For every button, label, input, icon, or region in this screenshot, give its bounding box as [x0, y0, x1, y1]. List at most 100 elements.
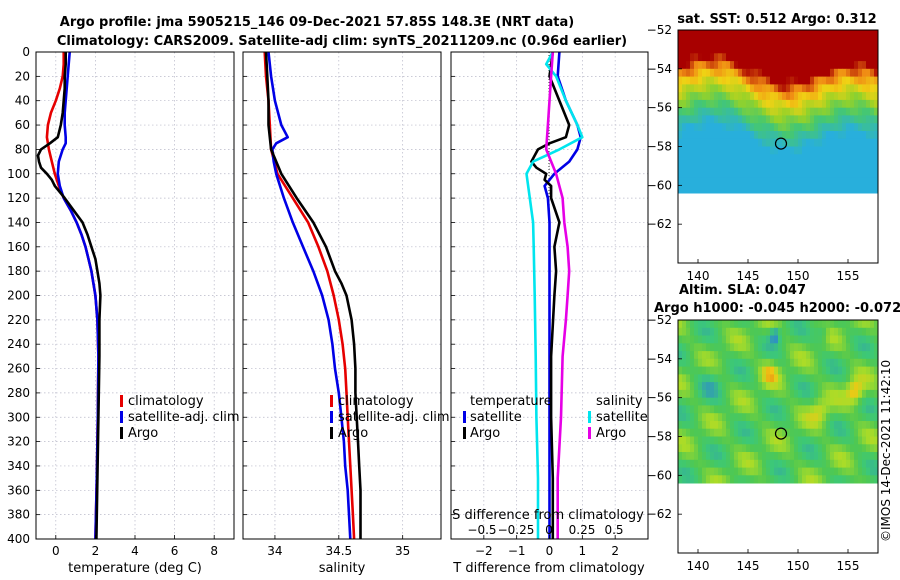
map-cell	[854, 436, 859, 445]
map-cell	[718, 92, 723, 101]
map-cell	[738, 154, 743, 163]
map-cell	[790, 374, 795, 383]
map-cell	[834, 177, 839, 186]
map-cell	[822, 366, 827, 375]
map-cell	[858, 169, 863, 178]
map-cell	[766, 185, 771, 194]
map-cell	[742, 107, 747, 116]
map-cell	[862, 45, 867, 54]
map-cell	[806, 467, 811, 476]
map-cell	[838, 452, 843, 461]
map-cell	[842, 389, 847, 399]
legend-label-temperature-argo: Argo	[470, 426, 500, 441]
map-cell	[790, 61, 795, 70]
map-cell	[734, 397, 739, 406]
map-cell	[790, 68, 795, 77]
map-cell	[826, 405, 831, 414]
map-cell	[758, 467, 763, 476]
map-cell	[682, 61, 687, 70]
map-cell	[834, 61, 839, 70]
map-cell	[782, 327, 787, 336]
map-cell	[762, 53, 767, 62]
sst-map-frame	[677, 29, 879, 264]
map-cell	[874, 320, 879, 329]
map-cell	[806, 185, 811, 194]
map-cell	[750, 115, 755, 124]
map-cell	[854, 138, 859, 147]
imos-timestamp-watermark: ©IMOS 14-Dec-2021 11:42:10	[879, 360, 893, 542]
map-cell	[822, 382, 827, 391]
map-cell	[750, 30, 755, 39]
map-cell	[830, 30, 835, 39]
map-cell	[746, 320, 751, 329]
map-cell	[678, 335, 683, 344]
map-cell	[786, 320, 791, 329]
map-cell	[738, 37, 743, 46]
map-cell	[802, 123, 807, 132]
map-cell	[686, 115, 691, 124]
map-cell	[734, 154, 739, 163]
map-cell	[794, 154, 799, 163]
map-cell	[802, 320, 807, 329]
map-cell	[794, 343, 799, 352]
map-cell	[826, 53, 831, 62]
map-cell	[802, 358, 807, 367]
map-cell	[762, 185, 767, 194]
map-cell	[678, 30, 683, 39]
map-cell	[734, 169, 739, 178]
map-cell	[830, 115, 835, 124]
depth-tick-label: 0	[22, 45, 30, 59]
map-cell	[846, 452, 851, 461]
map-cell	[802, 389, 807, 399]
map-cell	[838, 30, 843, 39]
map-cell	[810, 467, 815, 476]
map-cell	[734, 436, 739, 445]
map-cell	[730, 154, 735, 163]
map-cell	[714, 436, 719, 445]
map-cell	[734, 320, 739, 329]
map-cell	[810, 374, 815, 383]
map-cell	[830, 37, 835, 46]
map-cell	[698, 366, 703, 375]
map-cell	[854, 123, 859, 132]
map-cell	[794, 76, 799, 85]
map-cell	[730, 452, 735, 461]
map-cell	[782, 374, 787, 383]
map-cell	[810, 131, 815, 140]
map-cell	[754, 146, 759, 155]
map-cell	[826, 475, 831, 484]
map-cell	[846, 467, 851, 476]
map-cell	[838, 327, 843, 336]
map-cell	[774, 382, 779, 391]
map-cell	[686, 146, 691, 155]
map-cell	[846, 185, 851, 194]
difference-top-label: S difference from climatology	[452, 508, 644, 523]
map-cell	[766, 138, 771, 147]
map-cell	[734, 413, 739, 422]
map-cell	[862, 53, 867, 62]
map-cell	[838, 343, 843, 352]
map-cell	[778, 30, 783, 39]
map-cell	[854, 320, 859, 329]
map-cell	[814, 30, 819, 39]
map-cell	[770, 154, 775, 163]
map-cell	[806, 84, 811, 93]
map-cell	[710, 382, 715, 391]
map-cell	[726, 389, 731, 399]
map-cell	[730, 68, 735, 77]
map-cell	[822, 123, 827, 132]
map-cell	[786, 351, 791, 360]
map-cell	[870, 389, 875, 399]
map-cell	[730, 45, 735, 54]
map-cell	[694, 405, 699, 414]
map-cell	[798, 37, 803, 46]
map-cell	[774, 343, 779, 352]
map-cell	[750, 146, 755, 155]
map-cell	[726, 320, 731, 329]
map-cell	[830, 138, 835, 147]
map-cell	[818, 123, 823, 132]
map-cell	[770, 444, 775, 453]
map-cell	[770, 436, 775, 445]
map-cell	[698, 397, 703, 406]
map-cell	[766, 146, 771, 155]
